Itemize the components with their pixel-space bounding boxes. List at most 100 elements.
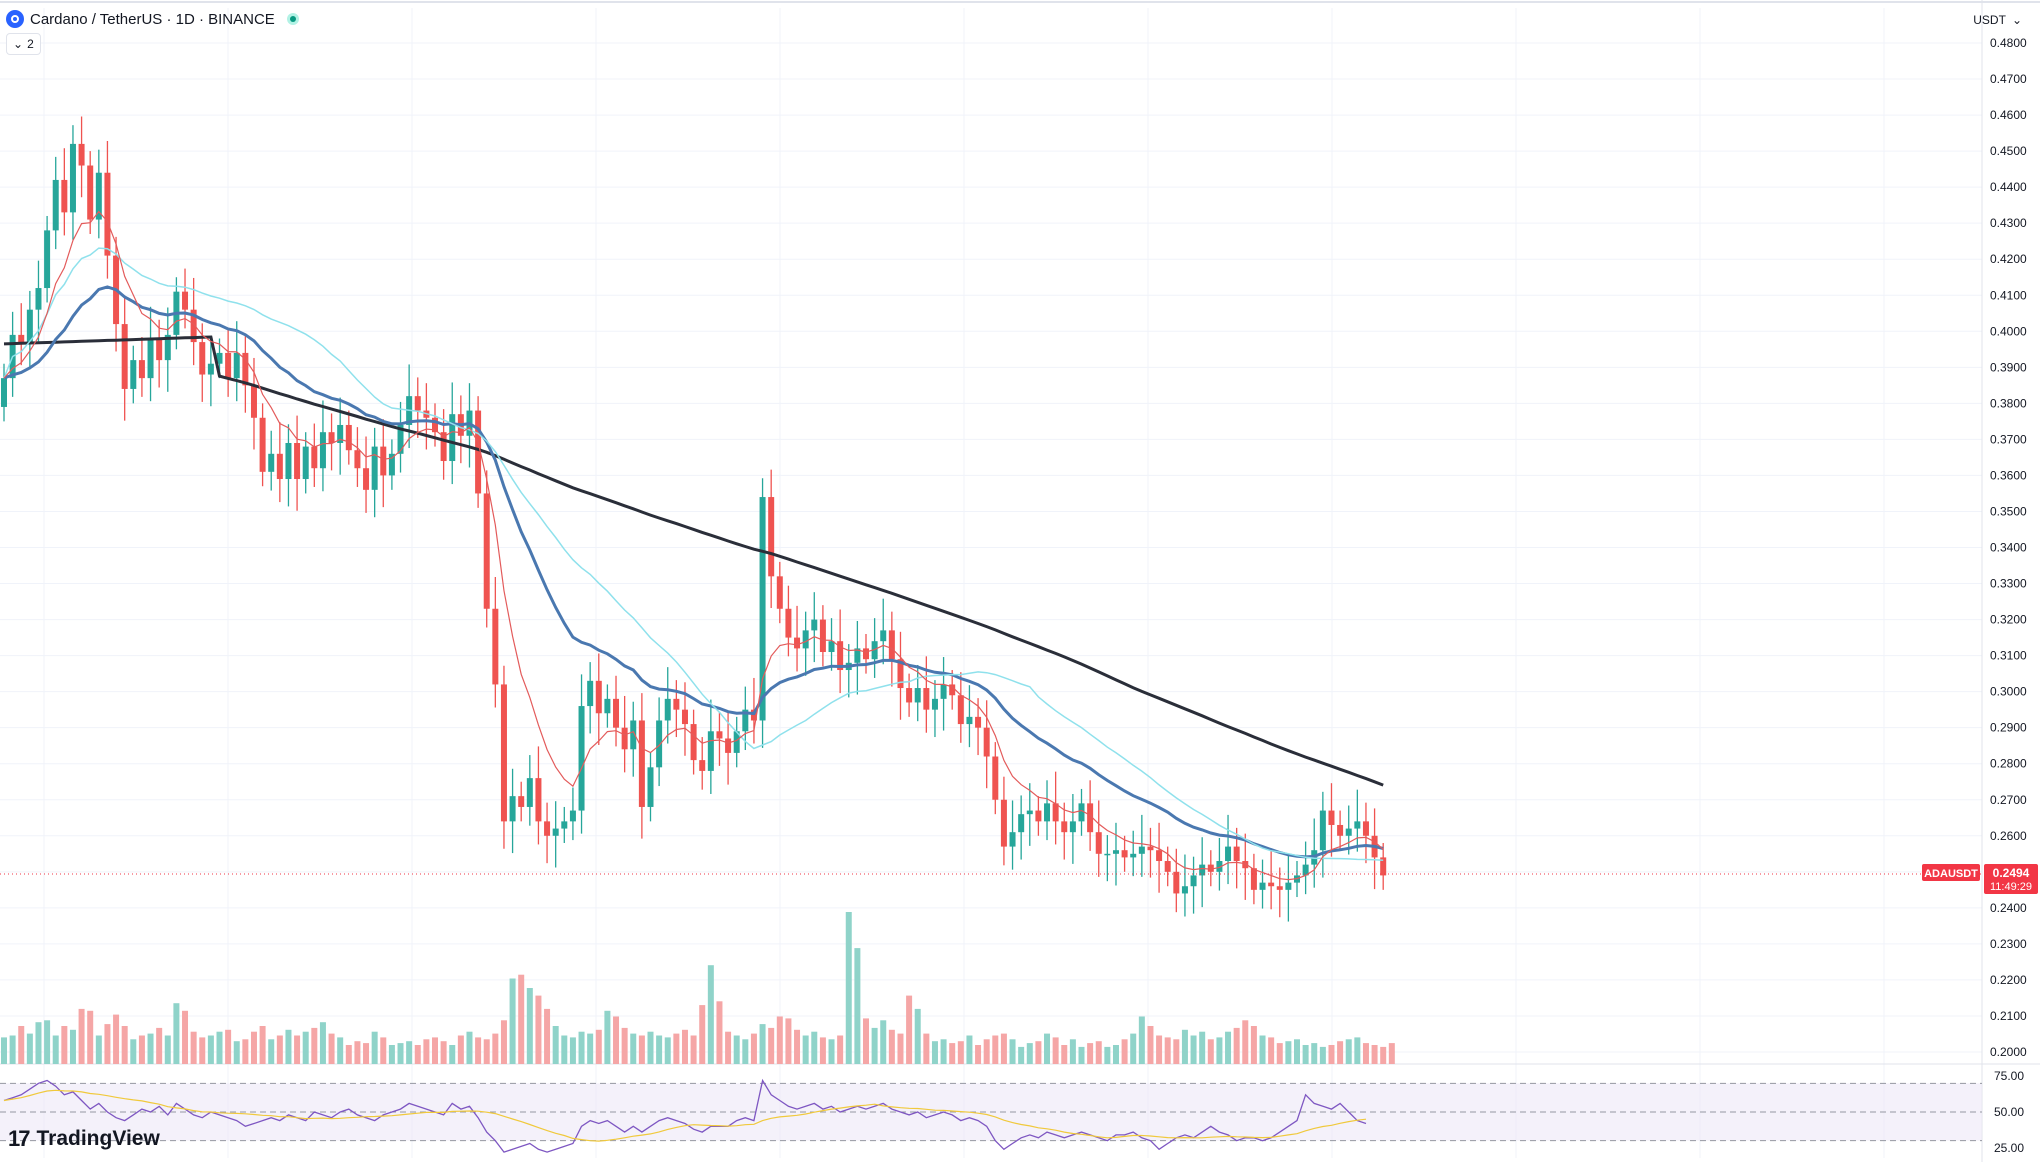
candle-body [164,334,171,361]
rsi-tick-label: 50.00 [1994,1105,2024,1119]
collapse-indicators-button[interactable]: ⌄ 2 [6,33,41,55]
candle-body [285,442,292,480]
candle-body [104,172,111,256]
candle-body [931,698,938,710]
candle-body [1147,846,1154,851]
candle-body [983,727,990,757]
volume-bar [750,1033,757,1064]
volume-bar [1285,1041,1292,1064]
volume-bar [199,1037,206,1064]
price-tick-label: 0.3100 [1990,649,2027,663]
volume-bar [975,1045,982,1064]
price-tick-label: 0.4700 [1990,72,2027,86]
volume-bar [1207,1039,1214,1064]
price-tick-label: 0.2600 [1990,829,2027,843]
volume-bar [526,988,533,1064]
volume-bar [1,1037,7,1064]
candle-body [630,720,637,750]
candle-body [500,684,507,822]
ma-200-line [3,335,1384,787]
candle-body [432,417,438,433]
candle-body [759,497,766,721]
volume-bar [621,1027,628,1064]
volume-bar [1242,1020,1249,1064]
symbol-header[interactable]: Cardano / TetherUS · 1D · BINANCE [6,10,299,28]
candle-body [492,608,499,685]
candle-body [199,342,206,375]
price-tick-label: 0.3000 [1990,685,2027,699]
price-tick-label: 0.3400 [1990,541,2027,555]
candle-body [380,446,387,476]
volume-bar [164,1035,171,1064]
price-tick-label: 0.4800 [1990,36,2027,50]
candle-body [587,680,594,707]
volume-bar [242,1039,249,1064]
currency-selector[interactable]: USDT ⌄ [1967,10,2028,30]
volume-bar [78,1008,85,1064]
candle-body [923,688,930,710]
rsi-ma-line [3,1089,1367,1142]
cardano-logo-icon [6,10,24,28]
candle-body [768,497,775,577]
candle-body [750,709,757,721]
symbol-title[interactable]: Cardano / TetherUS · 1D · BINANCE [30,10,275,28]
volume-bar [414,1045,421,1064]
candle-body [302,446,309,480]
candle-body [811,619,818,631]
volume-bar [1173,1039,1180,1064]
candle-body [78,143,85,166]
candle-body [897,659,904,689]
volume-bar [518,974,525,1064]
tradingview-logo[interactable]: 17 TradingView [8,1126,160,1152]
candle-body [440,432,447,462]
volume-bar [914,1008,921,1064]
candle-body [518,796,525,807]
volume-bar [87,1010,94,1064]
volume-bar [854,948,861,1064]
volume-bar [1319,1046,1326,1064]
volume-bar [182,1010,189,1064]
candle-body [1156,850,1163,862]
volume-bar [337,1037,344,1064]
candle-body [26,309,33,343]
candle-body [906,688,913,703]
candle-body [707,731,714,771]
volume-bar [699,1005,706,1064]
candle-body [1250,868,1257,890]
volume-bar [216,1031,223,1064]
candle-body [544,821,551,836]
volume-bar [690,1035,697,1064]
candle-body [1302,864,1309,876]
volume-bar [638,1035,645,1064]
candle-body [957,695,964,725]
volume-bar [1328,1045,1335,1064]
volume-bar [121,1026,128,1064]
volume-bar [9,1035,16,1064]
candle-body [61,179,68,213]
candle-body [354,450,361,469]
volume-bar [742,1039,749,1064]
volume-bar [130,1039,137,1064]
volume-bar [1276,1043,1283,1064]
candle-body [388,453,395,476]
candle-body [414,396,421,411]
volume-bar [104,1024,111,1064]
candle-body [449,414,456,462]
volume-bar [673,1033,680,1064]
candle-body [1199,864,1206,876]
candle-body [328,432,335,443]
candle-body [44,230,51,289]
volume-bar [1294,1039,1300,1064]
price-tick-label: 0.3300 [1990,577,2027,591]
volume-bar [397,1043,404,1064]
candle-body [1207,864,1214,872]
candle-body [802,630,809,649]
volume-bar [828,1039,835,1064]
candle-body [294,442,301,480]
chevron-down-icon: ⌄ [2011,13,2022,27]
volume-bar [18,1026,25,1064]
price-tick-label: 0.4600 [1990,108,2027,122]
volume-bar [1250,1026,1257,1064]
candle-body [397,424,404,454]
